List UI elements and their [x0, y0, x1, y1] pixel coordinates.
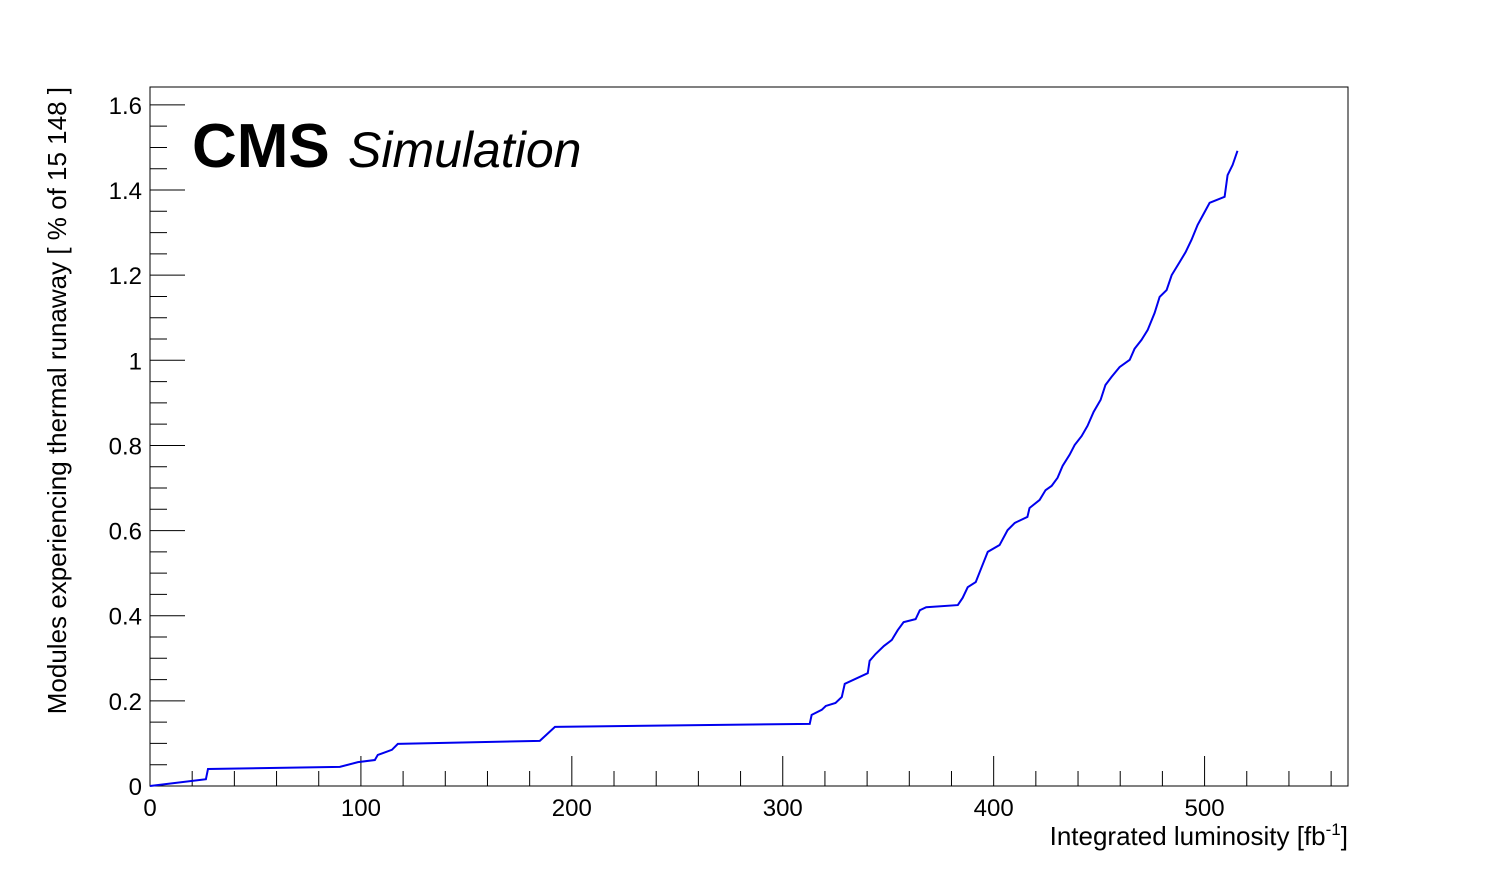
x-axis-label-text: Integrated luminosity [fb [1050, 821, 1326, 851]
x-tick-label: 100 [341, 795, 381, 822]
data-line [149, 150, 1239, 787]
y-tick-label: 0.6 [109, 519, 142, 546]
y-tick-label: 1.4 [109, 178, 142, 205]
x-tick-label: 500 [1185, 795, 1225, 822]
simulation-label: Simulation [348, 122, 581, 178]
y-tick-label: 1.6 [109, 93, 142, 120]
y-tick-label: 0 [129, 774, 142, 801]
y-tick-label: 1.2 [109, 263, 142, 290]
x-axis-label-sup: -1 [1326, 820, 1341, 839]
x-tick-label: 0 [143, 795, 156, 822]
x-tick-label: 300 [763, 795, 803, 822]
y-tick-label: 0.2 [109, 689, 142, 716]
cms-label: CMS [192, 112, 330, 181]
y-axis-label: Modules experiencing thermal runaway [ %… [42, 87, 72, 714]
x-axis-label: Integrated luminosity [fb-1] [1050, 820, 1348, 851]
x-tick-label: 200 [552, 795, 592, 822]
x-tick-label: 400 [974, 795, 1014, 822]
plot-frame [149, 86, 1349, 787]
x-axis-label-end: ] [1341, 821, 1348, 851]
y-tick-label: 0.4 [109, 604, 142, 631]
y-tick-label: 1 [129, 348, 142, 375]
y-tick-label: 0.8 [109, 433, 142, 460]
